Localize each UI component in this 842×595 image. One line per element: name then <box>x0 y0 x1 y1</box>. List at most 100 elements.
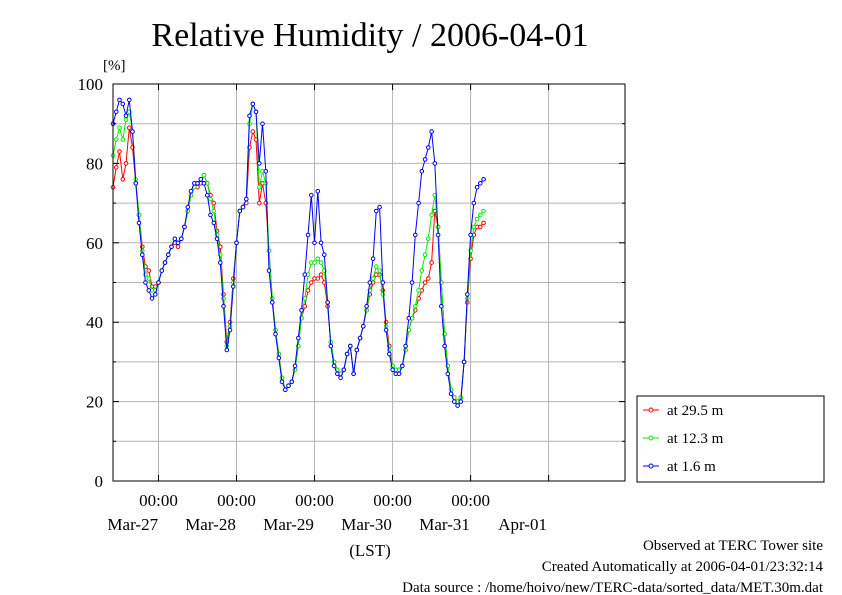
series-point <box>370 256 376 262</box>
series-point <box>266 268 272 273</box>
x-day-label: Mar-28 <box>185 515 236 534</box>
legend-label: at 12.3 m <box>667 431 724 447</box>
series-point <box>117 97 122 103</box>
series-point <box>208 212 213 218</box>
x-time-label: 00:00 <box>373 491 412 510</box>
legend-marker <box>648 435 654 441</box>
series-point <box>432 161 438 166</box>
x-day-label: Mar-29 <box>263 515 314 534</box>
y-tick-label: 60 <box>86 234 103 253</box>
series-point <box>429 129 434 134</box>
series-point <box>422 157 428 162</box>
series-point <box>448 391 454 397</box>
series-point <box>198 177 204 182</box>
series-point <box>224 347 230 353</box>
series-point <box>146 288 152 293</box>
series-point <box>211 220 217 226</box>
series-point <box>413 232 418 238</box>
series-point <box>406 315 412 321</box>
series-point <box>302 296 308 301</box>
series-point <box>374 264 379 269</box>
footer-source: Data source : /home/hoivo/new/TERC-data/… <box>402 580 824 595</box>
legend-label: at 29.5 m <box>667 403 724 419</box>
series-point <box>471 224 477 230</box>
series-point <box>195 181 200 186</box>
series-point <box>270 300 275 305</box>
series-point <box>114 165 119 170</box>
series-point <box>289 379 295 385</box>
x-time-label: 00:00 <box>295 491 334 510</box>
series-point <box>302 272 308 277</box>
x-day-label: Apr-01 <box>498 515 547 534</box>
series-point <box>257 184 262 190</box>
series-point <box>257 200 262 206</box>
series-point <box>211 208 217 214</box>
series-point <box>175 244 181 250</box>
series-point <box>409 280 415 285</box>
series-point <box>367 280 373 285</box>
legend-marker <box>648 463 654 469</box>
series-point <box>481 220 486 226</box>
series-point <box>335 371 340 377</box>
series-point <box>146 268 152 273</box>
series-point <box>348 343 353 349</box>
series-point <box>357 335 363 341</box>
series-point <box>426 236 431 242</box>
legend-item: at 12.3 m <box>643 431 724 447</box>
series-point <box>234 240 239 246</box>
series-point <box>263 169 269 174</box>
legend-marker <box>648 407 654 413</box>
series-point <box>318 240 324 246</box>
series-point <box>309 192 314 198</box>
series-point <box>283 387 288 393</box>
series-point <box>419 169 425 174</box>
series-point <box>413 304 418 309</box>
series-point <box>390 367 395 373</box>
series-point <box>377 204 382 210</box>
series-point <box>130 129 135 134</box>
series-point <box>244 196 249 202</box>
x-day-label: Mar-31 <box>419 515 470 534</box>
series-point <box>312 240 317 246</box>
chart-title: Relative Humidity / 2006-04-01 <box>151 17 588 54</box>
series-point <box>172 236 178 242</box>
series-point <box>478 224 483 230</box>
series-point <box>123 161 129 166</box>
series-point <box>240 204 246 210</box>
series-point <box>305 288 311 293</box>
series-point <box>422 280 428 285</box>
series-point <box>400 363 405 369</box>
series-point <box>201 173 207 178</box>
series-point <box>120 137 126 142</box>
series-point <box>133 181 139 186</box>
legend-box <box>636 395 825 483</box>
series-point <box>403 343 408 349</box>
y-tick-label: 100 <box>78 75 104 94</box>
series-point <box>188 188 194 194</box>
series-point <box>127 97 132 103</box>
series-point <box>123 113 129 119</box>
series-point <box>315 256 321 262</box>
series-point <box>182 224 187 230</box>
series-point <box>351 371 356 377</box>
series-point <box>416 200 421 206</box>
series-point <box>211 200 217 206</box>
x-day-label: Mar-30 <box>341 515 392 534</box>
series-point <box>296 335 301 341</box>
series-point <box>136 220 142 226</box>
series-point <box>162 260 168 265</box>
series-point <box>237 208 243 214</box>
series-point <box>179 236 184 242</box>
series-point <box>127 125 132 130</box>
series-point <box>315 276 321 281</box>
series-point <box>455 403 460 408</box>
series-point <box>136 212 142 218</box>
series-point <box>419 268 425 273</box>
series-layer <box>110 97 486 408</box>
footer-observed: Observed at TERC Tower site <box>643 538 823 554</box>
series-point <box>445 371 451 377</box>
x-axis-label: (LST) <box>349 541 391 560</box>
series-point <box>114 137 119 142</box>
series-point <box>257 161 262 166</box>
series-point <box>439 304 444 309</box>
